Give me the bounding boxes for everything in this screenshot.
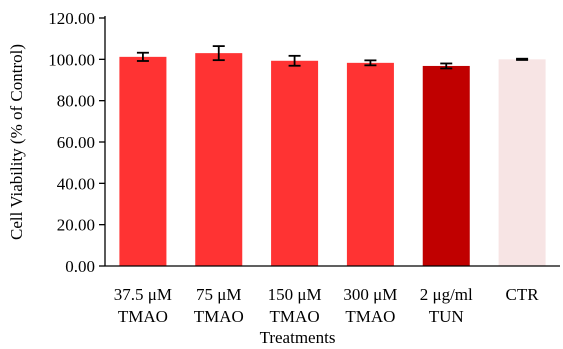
bar (498, 59, 546, 267)
x-tick-label: 75 μM TMAO (194, 285, 244, 326)
y-tick-label: 100.00 (48, 50, 95, 69)
x-tick-label: 150 μM TMAO (268, 285, 322, 326)
y-tick-label: 40.00 (57, 174, 95, 193)
x-tick-label: CTR (506, 285, 540, 304)
bar (119, 56, 167, 266)
bar (422, 65, 470, 267)
bar (346, 62, 394, 267)
x-tick-label: 300 μM TMAO (343, 285, 397, 326)
y-tick-label: 0.00 (65, 257, 95, 276)
bar (271, 60, 319, 266)
y-axis-title: Cell Viability (% of Control) (7, 44, 26, 240)
y-tick-label: 120.00 (48, 9, 95, 28)
bars (119, 45, 546, 267)
y-tick-label: 60.00 (57, 133, 95, 152)
y-tick-label: 20.00 (57, 216, 95, 235)
x-axis-title: Treatments (260, 328, 336, 347)
x-tick-label: 2 μg/ml TUN (420, 285, 473, 326)
x-tick-label: 37.5 μM TMAO (114, 285, 172, 326)
x-axis-ticks: 37.5 μM TMAO 75 μM TMAO 150 μM TMAO 300 μM TMAO… (114, 285, 539, 326)
y-axis-ticks: 0.00 20.00 40.00 60.00 80.00 100.00 120.00 (48, 9, 105, 276)
bar (195, 53, 243, 267)
y-tick-label: 80.00 (57, 92, 95, 111)
